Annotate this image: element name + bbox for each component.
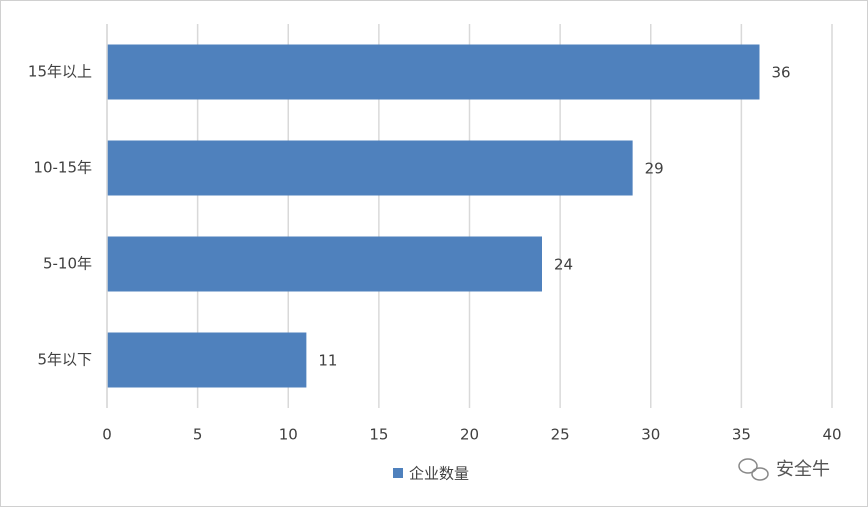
data-label: 29 [645, 160, 664, 178]
x-tick-label: 30 [641, 426, 660, 444]
data-label: 36 [772, 64, 791, 82]
x-tick-label: 0 [102, 426, 112, 444]
bar [107, 236, 542, 292]
x-tick-label: 40 [822, 426, 841, 444]
watermark: 安全牛 [776, 459, 830, 480]
y-tick-label: 5年以下 [37, 351, 92, 369]
x-tick-label: 10 [279, 426, 298, 444]
y-tick-label: 15年以上 [28, 63, 92, 81]
watermark-icon [738, 458, 769, 481]
bar [107, 140, 633, 196]
bar [107, 332, 307, 388]
x-tick-label: 5 [193, 426, 203, 444]
legend-label: 企业数量 [409, 465, 469, 483]
data-label: 24 [554, 256, 573, 274]
x-tick-label: 35 [732, 426, 751, 444]
legend-swatch [393, 468, 403, 478]
y-tick-label: 5-10年 [43, 255, 92, 273]
bar [107, 44, 760, 100]
x-tick-label: 20 [460, 426, 479, 444]
y-tick-label: 10-15年 [33, 159, 92, 177]
x-tick-label: 15 [369, 426, 388, 444]
x-tick-label: 25 [551, 426, 570, 444]
data-label: 11 [318, 352, 337, 370]
